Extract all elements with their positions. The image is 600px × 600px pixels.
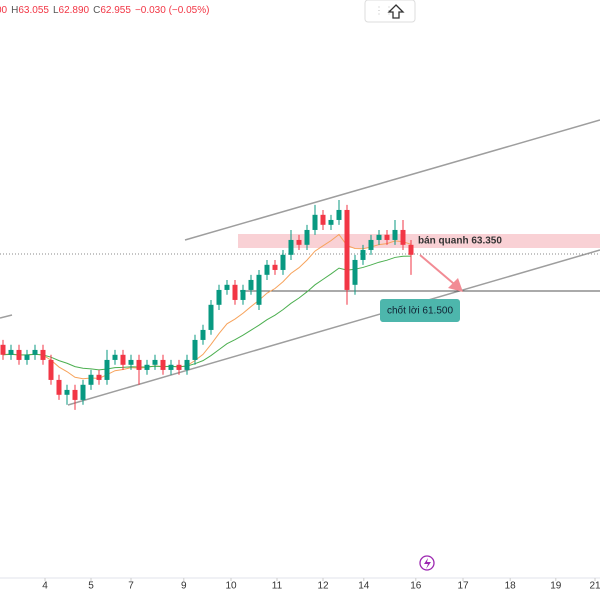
arrow-head (448, 278, 463, 292)
x-tick-label: 17 (457, 581, 469, 592)
candle-body (192, 339, 198, 360)
candle-body (112, 354, 118, 360)
candle-body (96, 374, 102, 380)
candle-body (56, 379, 62, 395)
header-key: L (53, 5, 59, 16)
channel-lower (67, 249, 600, 406)
candle-body (392, 229, 398, 240)
candle-body (360, 249, 366, 260)
candle-body (272, 264, 278, 270)
event-icon[interactable] (419, 555, 435, 571)
x-tick-label: 12 (317, 581, 329, 592)
candle-body (304, 229, 310, 245)
header-fragment: 00 (0, 5, 8, 16)
x-tick-label: 10 (225, 581, 237, 592)
candle-body (152, 359, 158, 365)
candle-body (328, 219, 334, 225)
up-button[interactable] (387, 4, 405, 19)
candle-body (128, 359, 134, 365)
x-tick-label: 18 (505, 581, 517, 592)
candle-body (368, 239, 374, 250)
candle-body (296, 239, 302, 245)
sell-label: bán quanh 63.350 (418, 236, 502, 247)
candle-body (88, 374, 94, 385)
candle-body (352, 259, 358, 285)
candle-body (336, 209, 342, 220)
candle-body (200, 329, 206, 340)
x-tick-label: 11 (272, 581, 283, 592)
candle-body (0, 344, 6, 355)
candle-body (216, 289, 222, 305)
x-tick-label: 16 (410, 581, 422, 592)
candle-body (136, 359, 142, 370)
candle-body (312, 214, 318, 230)
plot (0, 199, 414, 410)
candle-body (120, 354, 126, 365)
channel-upper (184, 119, 600, 241)
candle-body (256, 274, 262, 305)
candle-body (72, 389, 78, 400)
candle-body (40, 349, 46, 360)
x-tick-label: 9 (181, 581, 187, 592)
moving-average (2, 233, 412, 380)
candle-body (176, 364, 182, 370)
candle-body (168, 364, 174, 370)
take-profit-box (380, 299, 460, 322)
header-value: 62.955 (100, 5, 131, 16)
candle-body (160, 359, 166, 370)
candle-body (240, 289, 246, 300)
candle-body (24, 354, 30, 360)
candle-body (8, 349, 14, 355)
candle-body (208, 304, 214, 330)
x-tick-label: 14 (358, 581, 370, 592)
event-bolt (424, 558, 431, 569)
candle-body (104, 359, 110, 380)
x-tick-label: 4 (42, 581, 48, 592)
candle-body (384, 234, 390, 240)
x-tick-label: 5 (88, 581, 94, 592)
header-value: 63.055 (18, 5, 49, 16)
drag-handle: ⋮⋮ (374, 6, 394, 17)
candle-body (248, 279, 254, 290)
candle-body (376, 234, 382, 240)
header-change: −0.030 (−0.05%) (135, 5, 210, 16)
candle-body (408, 244, 414, 255)
candle-body (80, 384, 86, 400)
candle-body (224, 284, 230, 290)
x-tick-label: 21 (589, 581, 600, 592)
candle-body (264, 264, 270, 275)
take-profit-label: chốt lời 61.500 (387, 305, 453, 317)
sell-zone (238, 234, 600, 248)
candle-body (400, 229, 406, 245)
x-tick-label: 19 (550, 581, 562, 592)
candle-body (288, 239, 294, 255)
header-key: C (93, 5, 100, 16)
candle-body (48, 359, 54, 380)
candle-body (144, 364, 150, 370)
candle-body (16, 349, 22, 360)
candle-body (320, 214, 326, 225)
candle-body (64, 389, 70, 395)
header-key: H (11, 5, 18, 16)
candle-body (184, 359, 190, 370)
candle-body (344, 209, 350, 290)
candle-body (232, 284, 238, 300)
moving-average (2, 255, 412, 371)
candle-body (32, 349, 38, 355)
header-value: 62.890 (59, 5, 90, 16)
x-tick-label: 7 (128, 581, 134, 592)
candle-body (280, 254, 286, 270)
channel-fragment (0, 314, 13, 319)
